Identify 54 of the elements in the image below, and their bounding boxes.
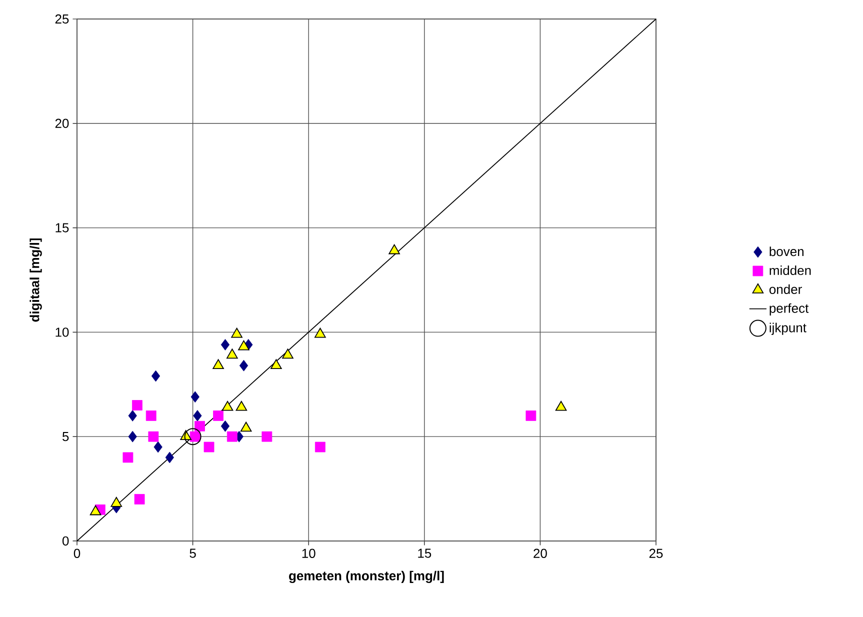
y-tick-label: 10 [56,328,69,337]
point [526,410,536,421]
x-axis-title: gemeten (monster) [mg/l] [289,570,444,584]
point [194,420,205,432]
point [165,452,174,464]
point [190,391,200,403]
point [238,340,250,350]
point [212,359,224,370]
point [555,400,567,411]
point [226,431,238,442]
x-tick-label: 25 [649,548,663,558]
point [220,420,230,432]
point [282,348,294,359]
point [239,360,248,372]
point [226,348,238,359]
point [231,328,242,338]
point [184,428,202,446]
point [128,430,137,442]
y-tick-label: 0 [62,536,69,546]
point [236,400,248,411]
point [204,442,214,452]
point [134,494,145,504]
point [262,431,272,442]
x-tick-label: 0 [74,548,80,558]
point [151,370,160,382]
point [132,400,142,410]
point [314,328,326,338]
point [128,410,137,422]
point [388,244,400,254]
legend-label: ijkpunt [770,322,806,335]
point [213,410,224,421]
x-tick-label: 5 [190,548,196,558]
point [146,410,156,421]
y-axis-title: digitaal [mg/l] [30,238,42,322]
y-tick-label: 15 [56,223,69,232]
legend-label: perfect [770,303,809,316]
point [220,339,230,350]
legend-label: midden [770,266,811,276]
point [240,422,252,432]
point [314,442,326,452]
point [270,359,282,370]
point [193,410,202,422]
x-tick-label: 20 [534,548,547,558]
x-tick-label: 10 [302,548,316,558]
y-tick-label: 25 [55,14,69,24]
point [222,400,234,411]
point [148,431,159,442]
y-tick-label: 5 [62,432,69,442]
point [122,452,134,463]
legend-label: boven [770,246,804,256]
x-tick-label: 15 [418,548,432,558]
legend-label: onder [769,284,802,294]
y-tick-label: 20 [55,118,69,128]
point [154,441,162,453]
